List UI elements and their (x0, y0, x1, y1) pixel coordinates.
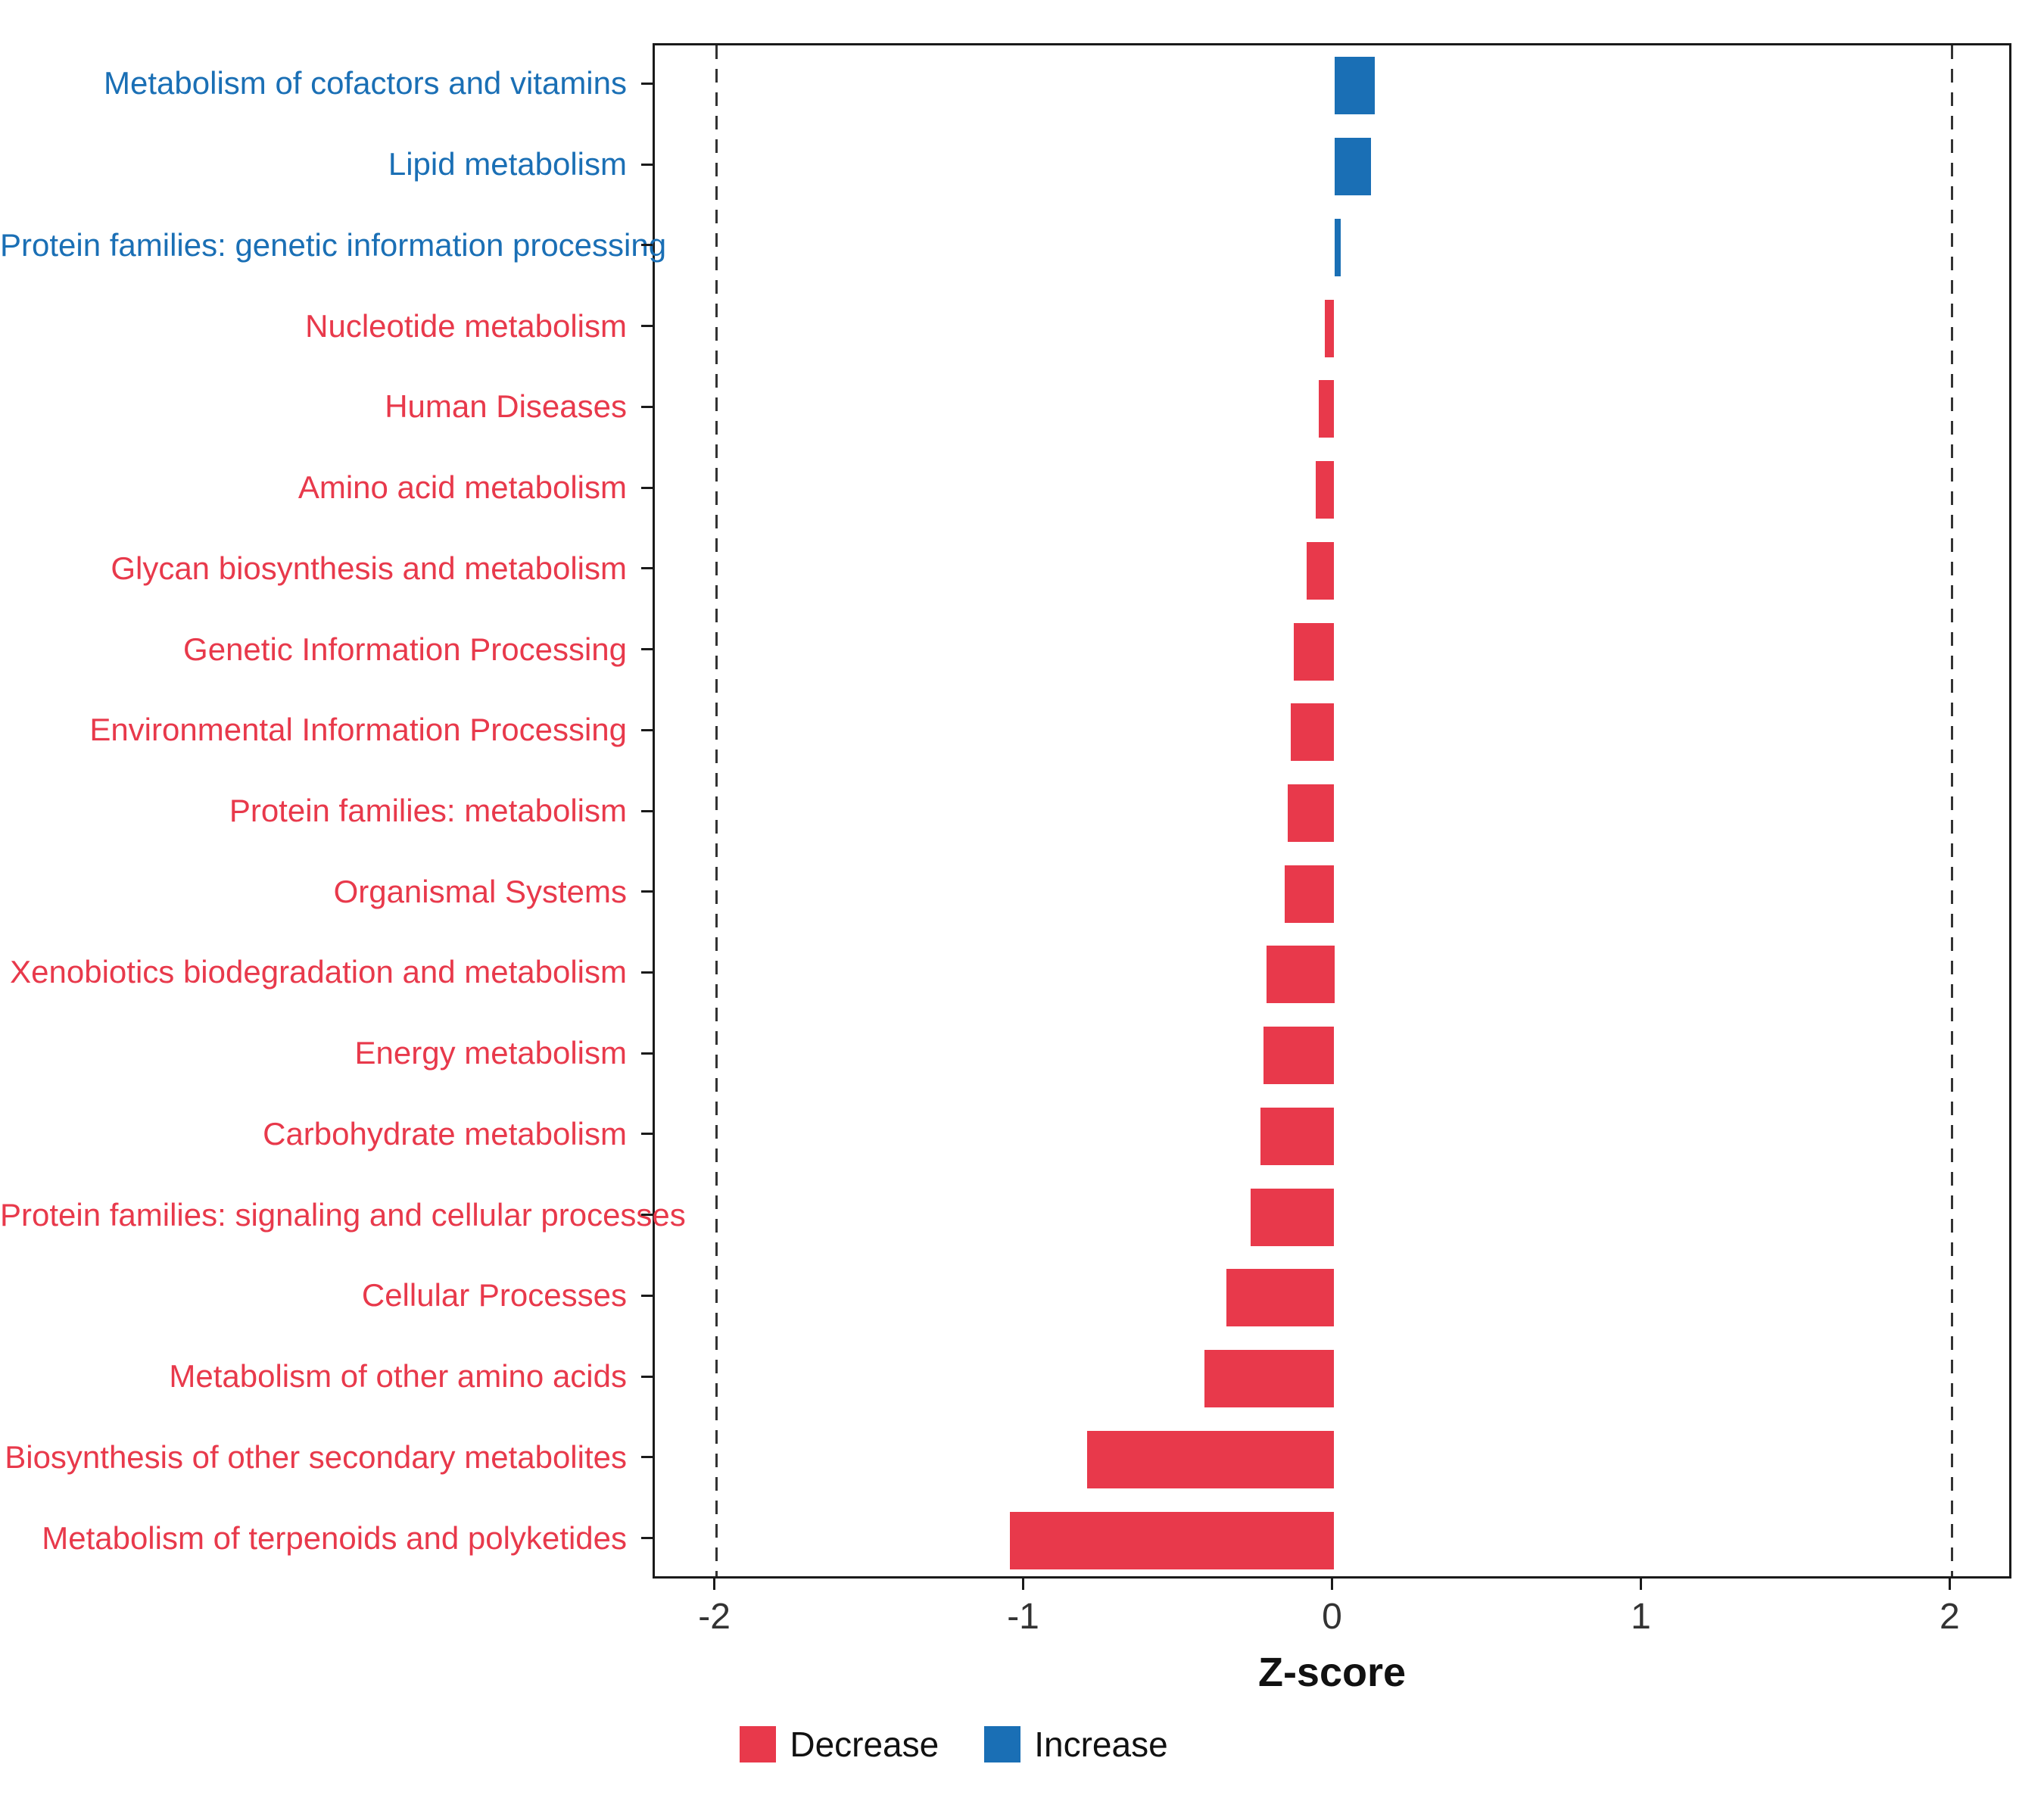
legend-item-decrease: Decrease (740, 1726, 939, 1762)
bar (1316, 461, 1335, 519)
y-axis-label: Glycan biosynthesis and metabolism (111, 550, 627, 586)
bar (1334, 138, 1372, 196)
y-tick-mark (641, 1133, 653, 1136)
reference-line (1950, 45, 1953, 1576)
x-tick-mark (1639, 1579, 1642, 1590)
x-tick-label: 2 (1940, 1597, 1960, 1637)
y-tick-mark (641, 567, 653, 570)
y-tick-mark (641, 648, 653, 651)
y-tick-mark (641, 1294, 653, 1297)
y-axis-label: Energy metabolism (354, 1035, 627, 1071)
x-tick-label: -1 (1007, 1597, 1039, 1637)
y-axis-label: Amino acid metabolism (298, 469, 627, 506)
decrease-swatch (740, 1726, 777, 1762)
y-tick-mark (641, 1375, 653, 1378)
bar (1251, 1188, 1335, 1246)
y-axis-label: Environmental Information Processing (89, 712, 627, 748)
y-axis-label: Protein families: signaling and cellular… (0, 1196, 686, 1233)
bar (1319, 380, 1335, 438)
bar (1266, 946, 1335, 1004)
y-tick-mark (641, 1214, 653, 1217)
y-axis-label: Lipid metabolism (388, 146, 627, 182)
bar (1306, 541, 1335, 600)
plot-panel (653, 43, 2011, 1579)
y-axis-label: Human Diseases (385, 388, 627, 425)
reference-line (715, 45, 718, 1576)
x-axis-title: Z-score (1257, 1650, 1407, 1695)
y-axis-label: Organismal Systems (333, 873, 627, 909)
y-axis-label: Nucleotide metabolism (305, 307, 627, 344)
y-axis-label: Biosynthesis of other secondary metaboli… (5, 1438, 627, 1475)
bar (1087, 1430, 1335, 1488)
bar (1334, 218, 1341, 276)
y-tick-mark (641, 890, 653, 893)
y-axis-label: Protein families: metabolism (229, 793, 627, 828)
increase-swatch (984, 1726, 1021, 1762)
y-tick-mark (641, 971, 653, 974)
x-tick-mark (1022, 1579, 1025, 1590)
bar (1010, 1511, 1335, 1569)
y-axis-label: Xenobiotics biodegradation and metabolis… (10, 954, 627, 990)
y-tick-mark (641, 1456, 653, 1459)
y-axis-label: Protein families: genetic information pr… (0, 226, 667, 263)
x-tick-label: 0 (1322, 1597, 1342, 1637)
x-tick-mark (1948, 1579, 1951, 1590)
y-tick-mark (641, 728, 653, 731)
x-tick-label: -2 (698, 1597, 731, 1637)
y-axis-label: Cellular Processes (361, 1277, 627, 1314)
y-tick-mark (641, 809, 653, 812)
legend: Decrease Increase (0, 1726, 1908, 1762)
decrease-label: Decrease (790, 1725, 939, 1764)
legend-item-increase: Increase (984, 1725, 1168, 1764)
y-axis-label: Metabolism of terpenoids and polyketides (42, 1519, 627, 1556)
y-axis-label: Metabolism of other amino acids (169, 1358, 627, 1395)
bar (1226, 1269, 1335, 1327)
bar (1294, 622, 1335, 681)
y-tick-mark (641, 325, 653, 328)
bar (1291, 703, 1335, 762)
y-tick-mark (641, 1537, 653, 1540)
y-tick-mark (641, 486, 653, 489)
increase-label: Increase (1034, 1725, 1168, 1764)
x-tick-mark (713, 1579, 716, 1590)
y-tick-mark (641, 82, 653, 85)
bar (1204, 1350, 1335, 1408)
y-tick-mark (641, 1052, 653, 1055)
y-tick-mark (641, 405, 653, 408)
bar (1263, 1027, 1335, 1085)
bar (1288, 784, 1335, 842)
x-tick-label: 1 (1631, 1597, 1651, 1637)
y-axis-label: Carbohydrate metabolism (263, 1115, 627, 1152)
bar (1325, 299, 1335, 357)
x-tick-mark (1331, 1579, 1333, 1590)
bar (1334, 57, 1375, 115)
bar (1285, 865, 1335, 923)
y-axis-label: Genetic Information Processing (183, 631, 627, 667)
y-tick-mark (641, 244, 653, 247)
bar (1260, 1107, 1335, 1165)
y-axis-label: Metabolism of cofactors and vitamins (104, 65, 627, 101)
y-tick-mark (641, 163, 653, 166)
